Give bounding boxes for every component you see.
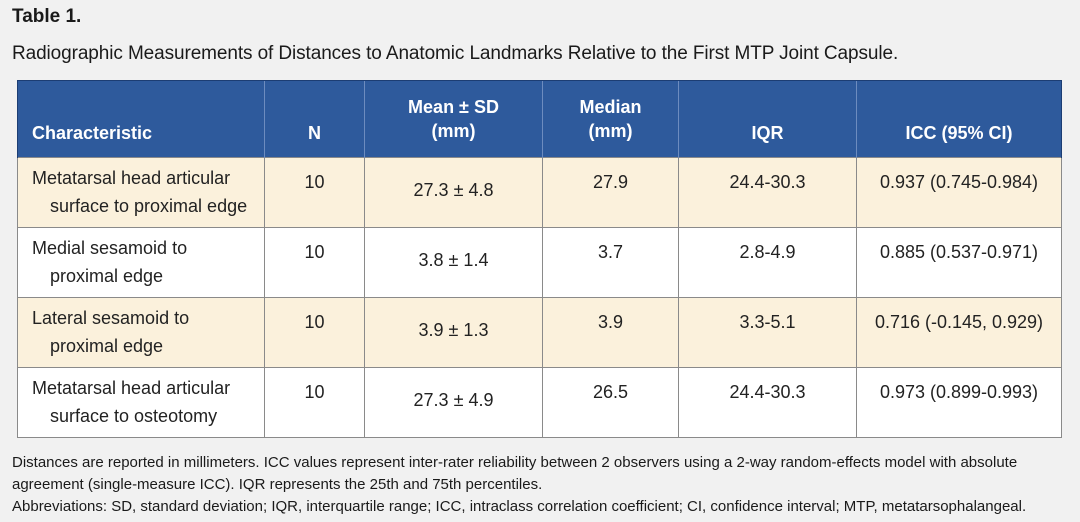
cell-mean-sd-value: 3.9 ± 1.3 [418,320,489,340]
header-iqr-label: IQR [751,123,784,143]
cell-n-value: 10 [304,382,325,402]
header-mean-line2: (mm) [431,121,476,141]
cell-median: 27.9 [542,157,679,228]
cell-median-value: 26.5 [592,382,629,402]
cell-mean-sd: 3.9 ± 1.3 [364,297,543,368]
cell-n-value: 10 [304,172,325,192]
table-row: Medial sesamoid to proximal edge 10 3.8 … [17,227,1062,298]
header-n: N [264,80,365,158]
cell-n: 10 [264,157,365,228]
header-icc-label: ICC (95% CI) [905,123,1013,143]
header-n-label: N [308,123,321,143]
header-median-line2: (mm) [588,121,633,141]
cell-mean-sd: 27.3 ± 4.8 [364,157,543,228]
footnote-abbreviations: Abbreviations: SD, standard deviation; I… [12,498,1027,515]
cell-mean-sd: 3.8 ± 1.4 [364,227,543,298]
table-row: Metatarsal head articular surface to pro… [17,157,1062,228]
characteristic-line1: Metatarsal head articular [32,168,231,188]
characteristic-line2: surface to proximal edge [50,196,248,216]
table-caption: Radiographic Measurements of Distances t… [12,43,899,64]
cell-median: 26.5 [542,367,679,438]
cell-characteristic: Metatarsal head articular surface to pro… [17,157,265,228]
header-median-line1: Median [579,97,642,117]
footnote-line2: agreement (single-measure ICC). IQR repr… [12,476,543,493]
cell-median-value: 3.7 [597,242,624,262]
characteristic-line2: proximal edge [50,266,164,286]
cell-characteristic: Metatarsal head articular surface to ost… [17,367,265,438]
cell-icc: 0.716 (-0.145, 0.929) [856,297,1062,368]
cell-n: 10 [264,367,365,438]
header-icc: ICC (95% CI) [856,80,1062,158]
cell-iqr: 24.4-30.3 [678,367,857,438]
header-mean-line1: Mean ± SD [408,97,499,117]
cell-icc-value: 0.716 (-0.145, 0.929) [874,312,1044,332]
characteristic-line1: Metatarsal head articular [32,378,231,398]
header-median: Median (mm) [542,80,679,158]
cell-iqr-value: 2.8-4.9 [739,242,796,262]
cell-median-value: 27.9 [592,172,629,192]
cell-mean-sd: 27.3 ± 4.9 [364,367,543,438]
cell-iqr: 3.3-5.1 [678,297,857,368]
cell-median: 3.7 [542,227,679,298]
cell-icc-value: 0.885 (0.537-0.971) [879,242,1039,262]
cell-n: 10 [264,227,365,298]
data-table: Characteristic N Mean ± SD (mm) Median (… [17,80,1062,438]
cell-mean-sd-value: 27.3 ± 4.8 [413,180,494,200]
cell-iqr-value: 3.3-5.1 [739,312,796,332]
characteristic-line2: surface to osteotomy [50,406,218,426]
cell-iqr-value: 24.4-30.3 [729,382,806,402]
table-row: Metatarsal head articular surface to ost… [17,367,1062,438]
cell-median-value: 3.9 [597,312,624,332]
header-characteristic: Characteristic [17,80,265,158]
table-label: Table 1. [12,6,82,27]
cell-iqr: 2.8-4.9 [678,227,857,298]
cell-characteristic: Lateral sesamoid to proximal edge [17,297,265,368]
header-mean-sd: Mean ± SD (mm) [364,80,543,158]
header-characteristic-label: Characteristic [32,123,153,143]
cell-iqr-value: 24.4-30.3 [729,172,806,192]
cell-icc: 0.885 (0.537-0.971) [856,227,1062,298]
cell-median: 3.9 [542,297,679,368]
cell-mean-sd-value: 27.3 ± 4.9 [413,390,494,410]
cell-mean-sd-value: 3.8 ± 1.4 [418,250,489,270]
table-row: Lateral sesamoid to proximal edge 10 3.9… [17,297,1062,368]
cell-n-value: 10 [304,312,325,332]
characteristic-line2: proximal edge [50,336,164,356]
data-table-container: Characteristic N Mean ± SD (mm) Median (… [17,80,1062,440]
characteristic-line1: Medial sesamoid to [32,238,188,258]
cell-icc-value: 0.973 (0.899-0.993) [879,382,1039,402]
cell-icc-value: 0.937 (0.745-0.984) [879,172,1039,192]
cell-icc: 0.937 (0.745-0.984) [856,157,1062,228]
cell-iqr: 24.4-30.3 [678,157,857,228]
characteristic-line1: Lateral sesamoid to [32,308,190,328]
header-iqr: IQR [678,80,857,158]
cell-characteristic: Medial sesamoid to proximal edge [17,227,265,298]
cell-n-value: 10 [304,242,325,262]
cell-n: 10 [264,297,365,368]
cell-icc: 0.973 (0.899-0.993) [856,367,1062,438]
table-footnotes: Distances are reported in millimeters. I… [12,452,1072,518]
footnote-line1: Distances are reported in millimeters. I… [12,454,1018,471]
table-header-row: Characteristic N Mean ± SD (mm) Median (… [17,80,1062,158]
